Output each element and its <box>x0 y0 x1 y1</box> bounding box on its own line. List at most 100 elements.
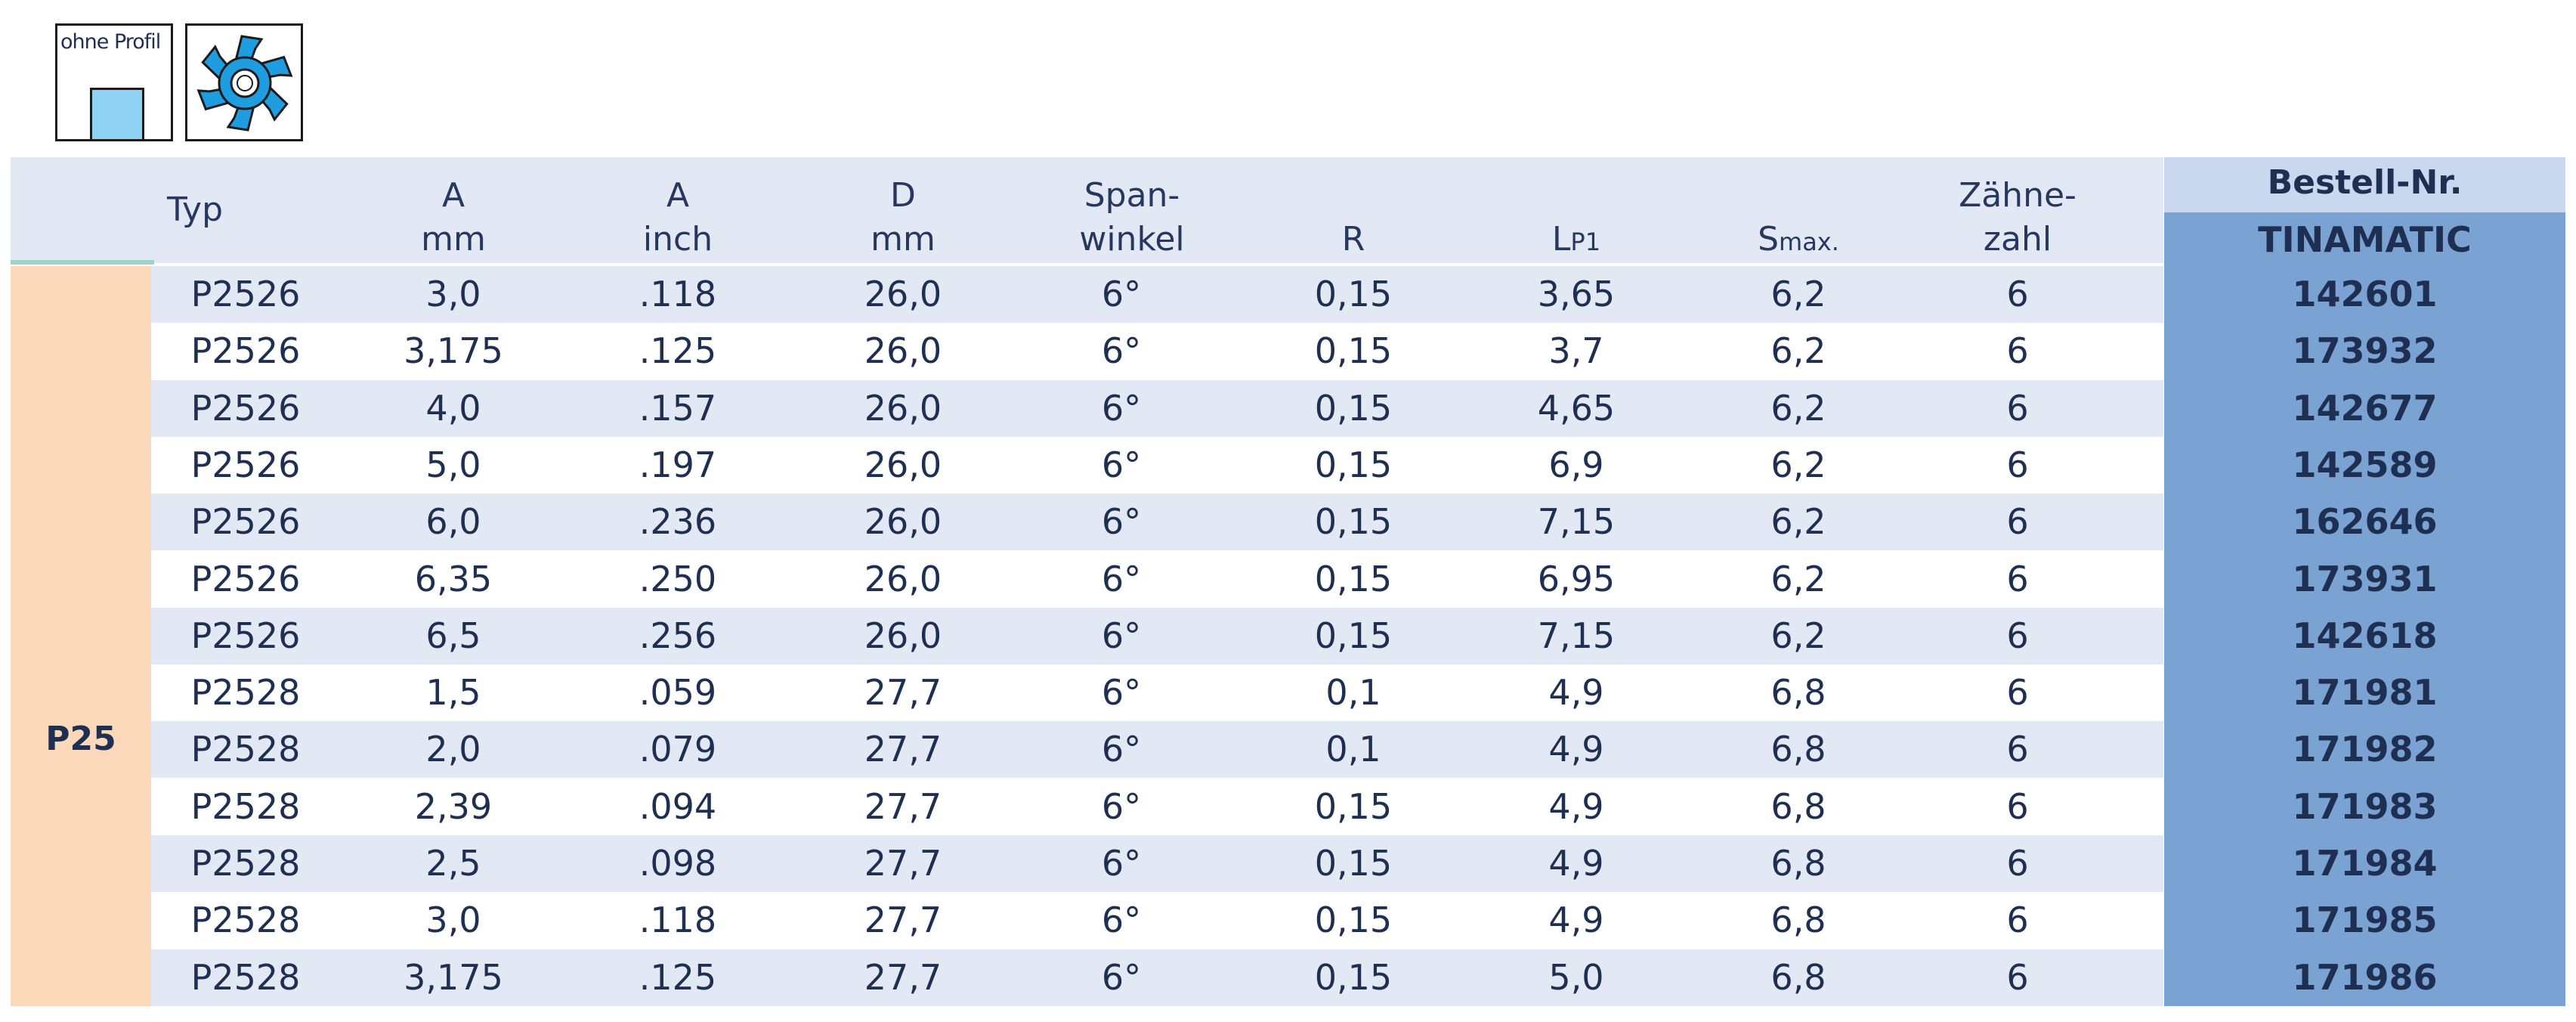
cell-span: 6° <box>1101 900 1142 941</box>
cell-d: 26,0 <box>864 274 942 314</box>
table-row: P2528 2,5 .098 27,7 6° 0,15 4,9 6,8 6 171984 <box>151 835 2565 892</box>
cell-order: 171986 <box>2292 956 2438 998</box>
cell-a-mm: 1,5 <box>425 672 481 714</box>
cell-r: 0,15 <box>1314 501 1393 543</box>
table-row: P2528 1,5 .059 27,7 6° 0,1 4,9 6,8 6 171981 <box>151 664 2565 722</box>
cell-order: 171983 <box>2292 785 2438 827</box>
cell-lp1: 5,0 <box>1548 956 1604 998</box>
cell-r: 0,15 <box>1314 900 1393 941</box>
cell-typ: P2526 <box>190 615 301 656</box>
table-row: P2526 3,175 .125 26,0 6° 0,15 3,7 6,2 6 173932 <box>151 323 2565 380</box>
cell-smax: 6,2 <box>1770 387 1826 429</box>
table-row: P2526 4,0 .157 26,0 6° 0,15 4,65 6,2 6 142677 <box>151 379 2565 437</box>
cell-typ: P2528 <box>190 843 301 884</box>
order-header-top <box>2164 157 2565 212</box>
cell-a-inch: .236 <box>639 501 717 543</box>
cell-a-mm: 6,0 <box>425 501 481 543</box>
order-column <box>2164 212 2565 1006</box>
cell-smax: 6,8 <box>1770 956 1826 998</box>
row-background <box>151 721 2163 779</box>
cell-z: 6 <box>2006 672 2029 714</box>
table-header <box>11 157 2163 263</box>
cell-smax: 6,8 <box>1770 900 1826 941</box>
cell-a-mm: 3,0 <box>425 274 481 314</box>
cell-z: 6 <box>2006 558 2029 599</box>
row-background <box>151 607 2163 664</box>
cell-z: 6 <box>2006 956 2029 998</box>
cell-d: 26,0 <box>864 444 942 485</box>
header-smax-sub: max. <box>1779 228 1839 256</box>
cell-z: 6 <box>2006 501 2029 543</box>
cell-lp1: 4,65 <box>1537 387 1616 429</box>
cell-r: 0,15 <box>1314 843 1393 884</box>
cell-a-mm: 3,0 <box>425 900 481 941</box>
cell-order: 142589 <box>2292 444 2438 485</box>
cell-order: 162646 <box>2292 501 2438 543</box>
cell-span: 6° <box>1101 672 1142 714</box>
cell-lp1: 4,9 <box>1548 843 1604 884</box>
cell-r: 0,15 <box>1314 330 1393 372</box>
cell-order: 171984 <box>2292 843 2438 884</box>
cell-typ: P2528 <box>190 900 301 941</box>
cell-z: 6 <box>2006 900 2029 941</box>
cell-span: 6° <box>1101 615 1142 656</box>
row-background <box>151 379 2163 437</box>
cell-d: 26,0 <box>864 330 942 372</box>
cell-d: 27,7 <box>864 900 942 941</box>
header-tinamatic: TINAMATIC <box>2258 219 2472 260</box>
cell-span: 6° <box>1101 785 1142 827</box>
cell-smax: 6,2 <box>1770 558 1826 599</box>
profile-icon-box: ohne Profil <box>55 23 173 141</box>
cell-r: 0,15 <box>1314 615 1393 656</box>
cell-span: 6° <box>1101 501 1142 543</box>
cell-span: 6° <box>1101 956 1142 998</box>
cell-order: 171981 <box>2292 672 2438 714</box>
cell-a-inch: .118 <box>639 900 717 941</box>
cell-a-mm: 6,5 <box>425 615 481 656</box>
cell-r: 0,15 <box>1314 956 1393 998</box>
table-row: P2526 6,35 .250 26,0 6° 0,15 6,95 6,2 6 173931 <box>151 550 2565 608</box>
cell-order: 171982 <box>2292 729 2438 770</box>
cell-a-mm: 2,39 <box>414 785 493 827</box>
header-a-mm: A mm <box>421 176 486 259</box>
cell-a-mm: 5,0 <box>425 444 481 485</box>
table-row: P2528 3,0 .118 27,7 6° 0,15 4,9 6,8 6 171985 <box>151 892 2565 949</box>
table-row: P2526 5,0 .197 26,0 6° 0,15 6,9 6,2 6 142589 <box>151 436 2565 494</box>
header-divider <box>11 263 2163 266</box>
cell-a-mm: 6,35 <box>414 558 493 599</box>
cell-order: 173931 <box>2292 558 2438 599</box>
cell-lp1: 6,9 <box>1548 444 1604 485</box>
cell-a-inch: .157 <box>639 387 717 429</box>
row-background <box>151 664 2163 722</box>
cell-a-mm: 3,175 <box>404 956 503 998</box>
cell-d: 27,7 <box>864 785 942 827</box>
table-row: P2528 2,0 .079 27,7 6° 0,1 4,9 6,8 6 171982 <box>151 721 2565 779</box>
cell-smax: 6,8 <box>1770 729 1826 770</box>
cell-typ: P2528 <box>190 956 301 998</box>
cell-smax: 6,2 <box>1770 330 1826 372</box>
cell-d: 26,0 <box>864 387 942 429</box>
row-background <box>151 436 2163 494</box>
cell-a-mm: 4,0 <box>425 387 481 429</box>
cell-span: 6° <box>1101 843 1142 884</box>
row-background <box>151 494 2163 551</box>
table-row: P2526 6,0 .236 26,0 6° 0,15 7,15 6,2 6 162646 <box>151 494 2565 551</box>
cell-order: 173932 <box>2292 330 2438 372</box>
cell-d: 27,7 <box>864 956 942 998</box>
cell-typ: P2526 <box>190 274 301 314</box>
group-label: P25 <box>45 720 116 758</box>
cell-span: 6° <box>1101 330 1142 372</box>
cell-z: 6 <box>2006 785 2029 827</box>
cell-lp1: 4,9 <box>1548 729 1604 770</box>
cell-span: 6° <box>1101 387 1142 429</box>
row-background <box>151 266 2163 323</box>
cell-z: 6 <box>2006 843 2029 884</box>
header-lp1-main: L <box>1551 220 1571 259</box>
row-background <box>151 550 2163 608</box>
cell-a-inch: .118 <box>639 274 717 314</box>
cell-order: 171985 <box>2292 900 2438 941</box>
cell-a-inch: .079 <box>639 729 717 770</box>
cell-smax: 6,2 <box>1770 274 1826 314</box>
cell-order: 142618 <box>2292 615 2438 656</box>
cell-a-inch: .256 <box>639 615 717 656</box>
